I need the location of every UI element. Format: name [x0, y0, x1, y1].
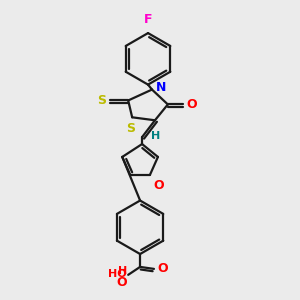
- Text: S: S: [126, 122, 135, 135]
- Text: N: N: [156, 81, 166, 94]
- Text: H: H: [118, 266, 127, 276]
- Text: O: O: [157, 262, 168, 275]
- Text: O: O: [117, 276, 127, 289]
- Text: F: F: [144, 13, 152, 26]
- Text: H: H: [151, 131, 160, 141]
- Text: S: S: [98, 94, 106, 107]
- Text: O: O: [153, 179, 164, 192]
- Text: HO: HO: [108, 269, 126, 279]
- Text: O: O: [187, 98, 197, 111]
